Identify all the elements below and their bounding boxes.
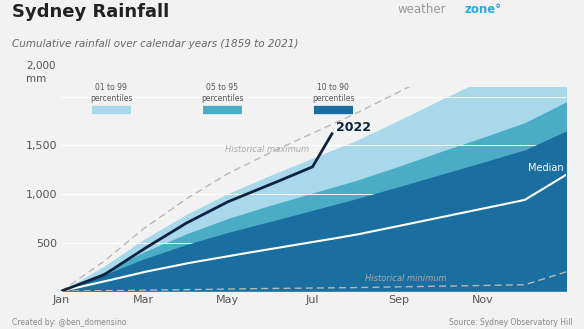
Text: Historical minimum: Historical minimum [364, 274, 446, 284]
Text: 2,000: 2,000 [26, 61, 56, 71]
Text: Median: Median [528, 163, 564, 173]
Text: zone°: zone° [464, 3, 501, 16]
Text: weather: weather [397, 3, 446, 16]
Text: Historical maximum: Historical maximum [225, 145, 309, 154]
Text: 2022: 2022 [336, 121, 371, 134]
Text: Source: Sydney Observatory Hill: Source: Sydney Observatory Hill [449, 318, 572, 327]
Text: 05 to 95
percentiles: 05 to 95 percentiles [201, 83, 244, 103]
Text: 01 to 99
percentiles: 01 to 99 percentiles [90, 83, 133, 103]
Text: 10 to 90
percentiles: 10 to 90 percentiles [312, 83, 354, 103]
Text: Sydney Rainfall: Sydney Rainfall [12, 3, 169, 21]
Text: Cumulative rainfall over calendar years (1859 to 2021): Cumulative rainfall over calendar years … [12, 39, 298, 49]
Text: mm: mm [26, 74, 47, 84]
Text: Created by: @ben_domensino: Created by: @ben_domensino [12, 318, 126, 327]
